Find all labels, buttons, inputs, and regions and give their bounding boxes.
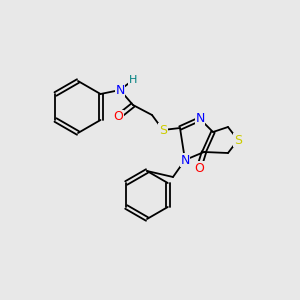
Text: S: S: [159, 124, 167, 136]
Text: O: O: [194, 161, 204, 175]
Text: H: H: [129, 75, 137, 85]
Text: S: S: [234, 134, 242, 146]
Text: N: N: [195, 112, 205, 125]
Text: N: N: [115, 83, 125, 97]
Text: N: N: [180, 154, 190, 166]
Text: O: O: [113, 110, 123, 124]
